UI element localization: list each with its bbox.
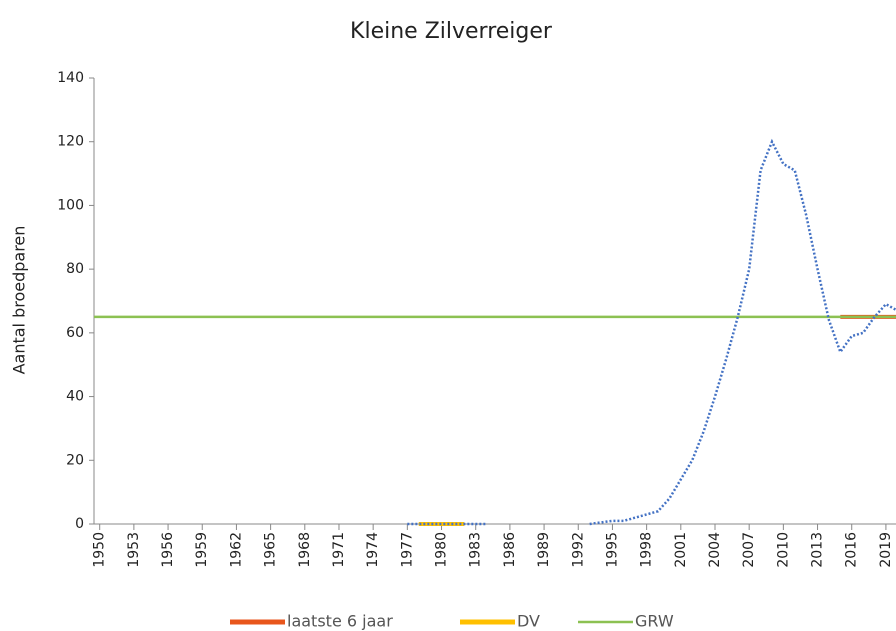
y-tick-label: 20 bbox=[66, 452, 84, 468]
x-tick-label: 2013 bbox=[810, 532, 826, 568]
x-tick-label: 1959 bbox=[194, 532, 210, 568]
x-tick-label: 1956 bbox=[160, 532, 176, 568]
x-tick-label: 1962 bbox=[228, 532, 244, 568]
y-tick-label: 120 bbox=[57, 134, 84, 150]
x-tick-label: 2004 bbox=[707, 532, 723, 568]
x-tick-label: 1989 bbox=[536, 532, 552, 568]
x-tick-label: 2007 bbox=[741, 532, 757, 568]
x-tick-label: 2019 bbox=[878, 532, 894, 568]
x-tick-label: 1986 bbox=[502, 532, 518, 568]
legend-label: GRW bbox=[635, 612, 674, 631]
y-tick-label: 80 bbox=[66, 261, 84, 277]
x-tick-label: 2001 bbox=[673, 532, 689, 568]
x-tick-label: 1992 bbox=[570, 532, 586, 568]
x-tick-label: 1965 bbox=[263, 532, 279, 568]
x-tick-label: 1968 bbox=[297, 532, 313, 568]
y-tick-label: 60 bbox=[66, 325, 84, 341]
y-axis-label: Aantal broedparen bbox=[10, 226, 29, 375]
x-tick-label: 1995 bbox=[604, 532, 620, 568]
x-tick-label: 1953 bbox=[126, 532, 142, 568]
x-tick-label: 1983 bbox=[468, 532, 484, 568]
legend-label: laatste 6 jaar bbox=[287, 612, 393, 631]
x-tick-label: 1974 bbox=[365, 532, 381, 568]
x-tick-label: 1950 bbox=[92, 532, 108, 568]
x-tick-label: 1998 bbox=[639, 532, 655, 568]
y-tick-label: 40 bbox=[66, 389, 84, 405]
legend-label: DV bbox=[517, 612, 540, 631]
x-tick-label: 1977 bbox=[399, 532, 415, 568]
x-tick-label: 2010 bbox=[775, 532, 791, 568]
x-tick-label: 1980 bbox=[434, 532, 450, 568]
chart-title: Kleine Zilverreiger bbox=[350, 19, 553, 44]
y-tick-label: 140 bbox=[57, 70, 84, 86]
y-tick-label: 100 bbox=[57, 197, 84, 213]
x-tick-label: 1971 bbox=[331, 532, 347, 568]
x-tick-label: 2016 bbox=[844, 532, 860, 568]
data-line bbox=[407, 138, 896, 526]
y-tick-label: 0 bbox=[75, 516, 84, 532]
